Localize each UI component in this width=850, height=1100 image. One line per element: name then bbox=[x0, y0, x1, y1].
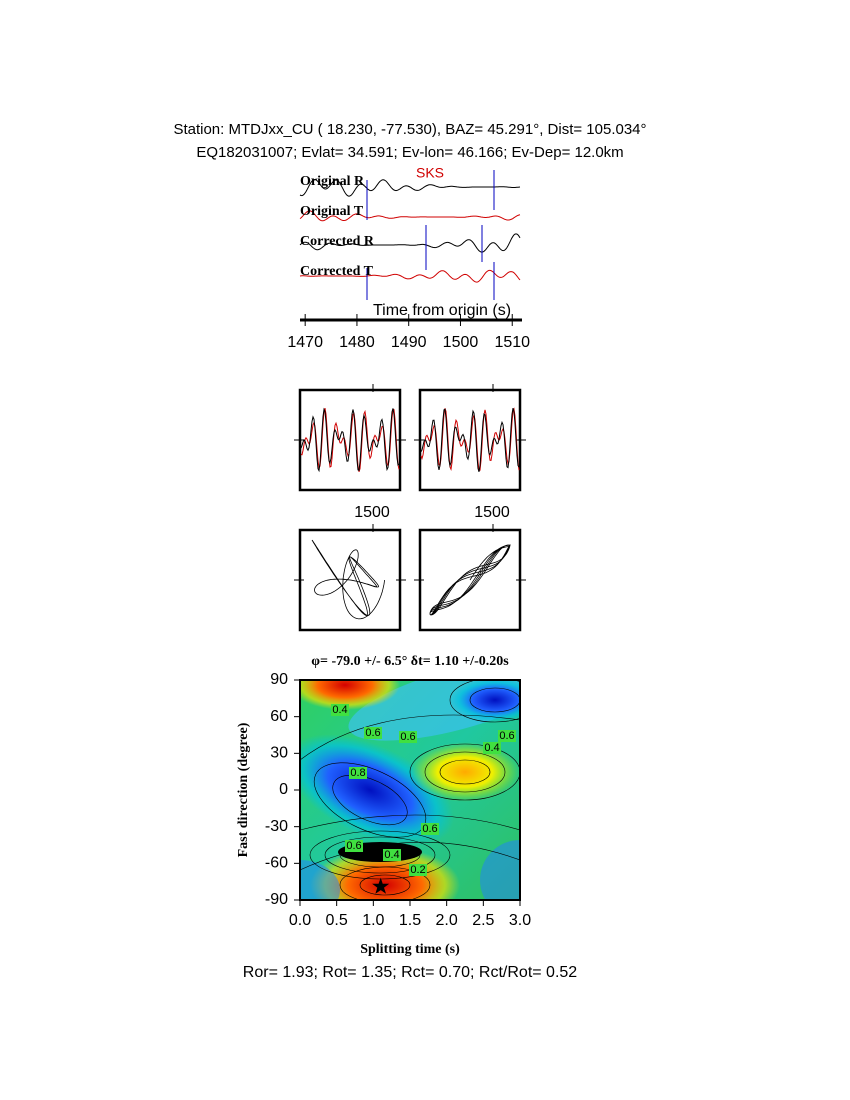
trace-label: Original R bbox=[300, 174, 365, 189]
x-tick-label: 1490 bbox=[391, 334, 427, 351]
trace bbox=[299, 233, 521, 253]
contour-label: 0.6 bbox=[400, 731, 415, 743]
trace bbox=[420, 407, 520, 472]
particle-motion bbox=[311, 539, 385, 620]
contour-label-bg bbox=[498, 730, 516, 742]
footer: Ror= 1.93; Rot= 1.35; Rct= 0.70; Rct/Rot… bbox=[243, 964, 578, 981]
contour-label-bg bbox=[383, 849, 401, 861]
contour-label-bg bbox=[409, 864, 427, 876]
x-axis-label: Splitting time (s) bbox=[360, 942, 460, 957]
y-tick-label: -30 bbox=[265, 818, 288, 835]
x-tick-label: 3.0 bbox=[509, 912, 531, 929]
x-tick-label: 1500 bbox=[443, 334, 479, 351]
x-tick-label: 1.0 bbox=[362, 912, 384, 929]
contour-label: 0.6 bbox=[499, 730, 514, 742]
contour-label-bg bbox=[483, 742, 501, 754]
heatmap bbox=[300, 680, 520, 900]
trace bbox=[299, 269, 521, 283]
trace bbox=[299, 210, 521, 222]
y-tick-label: 90 bbox=[270, 671, 288, 688]
contour-label-bg bbox=[331, 704, 349, 716]
trace bbox=[299, 178, 521, 197]
contour-label-bg bbox=[345, 840, 363, 852]
trace-label: Corrected T bbox=[300, 264, 374, 279]
x-tick-label: 1510 bbox=[494, 334, 530, 351]
contour-label-bg bbox=[421, 823, 439, 835]
contour-label-bg bbox=[349, 767, 367, 779]
y-tick-label: 30 bbox=[270, 745, 288, 762]
x-tick-label: 2.5 bbox=[472, 912, 494, 929]
y-axis-label: Fast direction (degree) bbox=[236, 722, 251, 857]
grid-search-axes: 0.0 0.5 1.0 1.5 2.0 2.5 3.0 90 60 30 0 -30 -60 -90 0.4… bbox=[265, 671, 531, 929]
trace-label: Original T bbox=[300, 204, 364, 219]
x-tick-label: 1.5 bbox=[399, 912, 421, 929]
x-tick-label: 1500 bbox=[474, 504, 510, 521]
y-tick-label: 0 bbox=[279, 781, 288, 798]
station-line: Station: MTDJxx_CU ( 18.230, -77.530), B… bbox=[173, 121, 646, 138]
contour-label-bg bbox=[399, 731, 417, 743]
x-tick-label: 2.0 bbox=[436, 912, 458, 929]
waveform-panel: 1470 1480 1490 1500 1510 bbox=[287, 170, 530, 351]
y-tick-label: -60 bbox=[265, 855, 288, 872]
x-tick-label: 0.5 bbox=[326, 912, 348, 929]
grid-title: φ= -79.0 +/- 6.5° δt= 1.10 +/-0.20s bbox=[311, 654, 509, 669]
contour-label: 0.6 bbox=[365, 727, 380, 739]
contour-label: 0.8 bbox=[350, 767, 365, 779]
x-tick-label: 0.0 bbox=[289, 912, 311, 929]
contour-label-bg bbox=[364, 727, 382, 739]
contour-label: 0.6 bbox=[346, 840, 361, 852]
x-tick-label: 1470 bbox=[287, 334, 323, 351]
trace-label: Corrected R bbox=[300, 234, 375, 249]
x-tick-label: 1500 bbox=[354, 504, 390, 521]
x-tick-label: 1480 bbox=[339, 334, 375, 351]
best-fit-star bbox=[372, 877, 390, 894]
y-tick-label: -90 bbox=[265, 891, 288, 908]
trace bbox=[300, 407, 400, 473]
contour-label: 0.2 bbox=[410, 864, 425, 876]
y-tick-label: 60 bbox=[270, 708, 288, 725]
x-axis-label: Time from origin (s) bbox=[373, 302, 511, 319]
event-line: EQ182031007; Evlat= 34.591; Ev-lon= 46.1… bbox=[196, 144, 623, 161]
contour-label: 0.4 bbox=[484, 742, 499, 754]
contour-label: 0.4 bbox=[384, 849, 399, 861]
phase-label: SKS bbox=[416, 165, 444, 181]
particle-panels bbox=[294, 384, 526, 632]
contour-label: 0.4 bbox=[332, 704, 347, 716]
contour-label: 0.6 bbox=[422, 823, 437, 835]
particle-motion bbox=[429, 544, 511, 616]
